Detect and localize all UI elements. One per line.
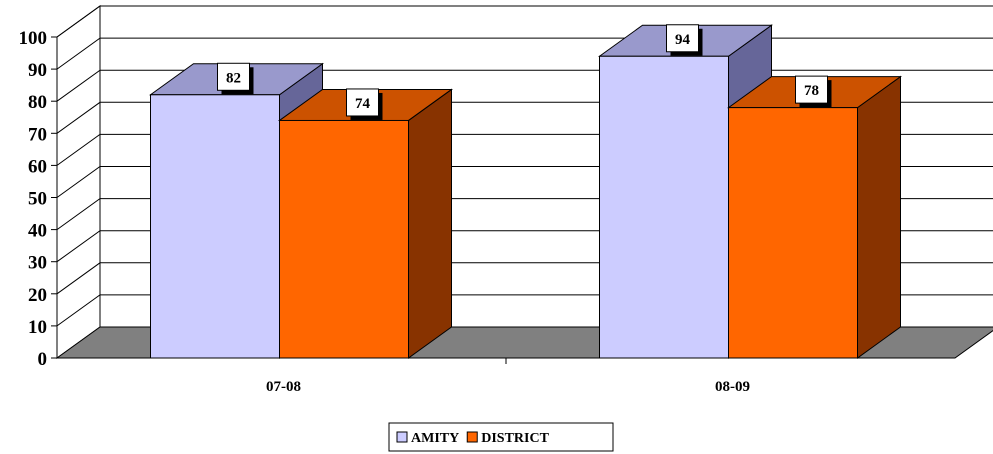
bar [726,75,903,359]
legend-box [388,422,614,452]
bar [277,88,454,359]
data-label-box [666,24,699,53]
bars [148,24,903,359]
legend-item: DISTRICT [466,431,550,446]
y-tick-label: 90 [28,60,47,81]
data-label: 78 [795,75,832,108]
y-tick-label: 20 [28,285,47,306]
data-label: 94 [666,24,703,56]
y-axis-ticks: 0 10 20 30 40 50 60 70 80 90 100 [19,28,48,370]
bar-front [599,55,729,359]
legend: AMITY DISTRICT [388,422,614,452]
data-label-box [346,88,379,117]
y-tick-label: 40 [28,221,47,242]
y-tick-label: 0 [38,349,48,370]
legend-label: AMITY [411,431,459,446]
legend-swatch [466,431,478,443]
gridline [56,5,993,38]
x-tick-label: 08-09 [715,379,750,395]
x-tick-label: 07-08 [266,379,301,395]
data-label: 74 [346,88,383,120]
bar-side [857,75,901,359]
y-tick-label: 70 [28,124,47,145]
y-tick-label: 100 [19,28,48,49]
y-tick-label: 50 [28,189,47,210]
x-axis-labels: 07-08 08-09 [266,379,750,395]
bar-front [279,119,409,359]
y-tick-label: 30 [28,253,47,274]
y-tick-label: 80 [28,92,47,113]
legend-label: DISTRICT [481,431,549,446]
legend-swatch [396,431,408,443]
data-label-box [795,75,828,104]
bar-side [408,88,452,359]
bar-front [150,94,280,359]
bar-front [728,107,858,359]
data-label-text: 78 [804,83,819,99]
data-label-text: 82 [226,70,241,86]
data-label-text: 74 [355,96,371,112]
data-label: 82 [217,62,254,95]
data-label-box [217,62,250,91]
data-labels: 82 74 94 78 [217,24,832,120]
legend-item: AMITY [396,431,459,446]
y-tick-label: 10 [28,317,47,338]
y-tick-label: 60 [28,156,47,177]
data-label-text: 94 [675,32,691,48]
